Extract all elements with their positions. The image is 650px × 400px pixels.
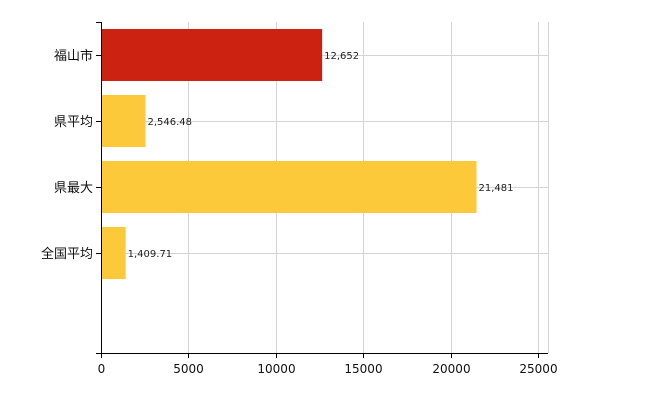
- x-tick-label: 15000: [344, 362, 382, 376]
- category-label: 県平均: [54, 115, 93, 130]
- data-label: 12,652: [324, 51, 359, 62]
- x-tick-label: 0: [98, 362, 106, 376]
- category-label: 県最大: [54, 181, 93, 196]
- labels: 12,652 福山市 2,546.48 県平均 21,481 県最大 1,409.71 全国平…: [41, 48, 558, 376]
- bar-1: [101, 95, 146, 147]
- x-tick-label: 10000: [257, 362, 295, 376]
- axes: [96, 22, 548, 358]
- data-label: 21,481: [478, 183, 513, 194]
- category-label: 全国平均: [41, 246, 93, 262]
- bar-3: [101, 227, 126, 279]
- x-tick-label: 5000: [173, 362, 204, 376]
- data-label: 2,546.48: [148, 117, 193, 128]
- data-label: 1,409.71: [128, 249, 173, 260]
- bars: [101, 29, 477, 279]
- bar-0: [101, 29, 323, 81]
- bar-2: [101, 161, 477, 213]
- x-tick-label: 20000: [432, 362, 470, 376]
- x-tick-label: 25000: [519, 362, 557, 376]
- category-label: 福山市: [54, 48, 93, 64]
